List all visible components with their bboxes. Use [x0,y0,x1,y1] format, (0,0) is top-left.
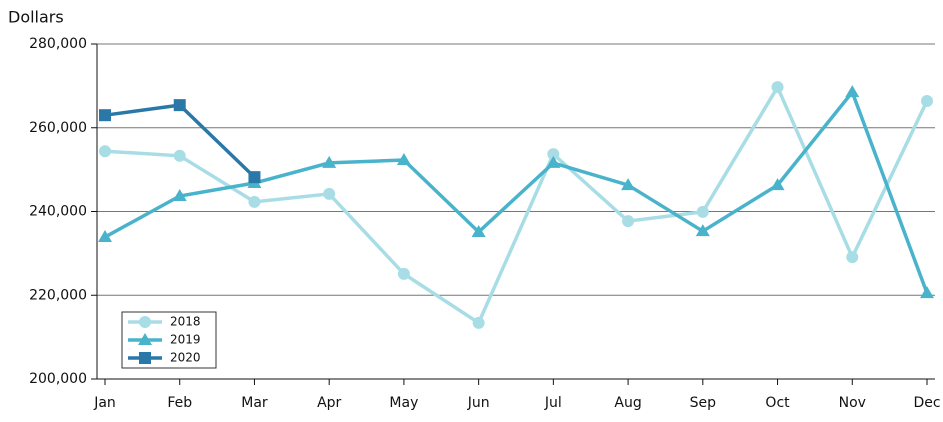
marker [98,230,112,243]
marker [139,352,151,364]
marker [770,178,785,191]
legend-label: 2020 [170,351,201,365]
marker [845,85,860,98]
marker [138,333,152,345]
marker [139,316,151,328]
line [104,83,929,326]
x-tick-label: Jul [544,395,562,411]
x-tick-label: Dec [913,395,940,411]
x-tick-label: Sep [690,395,717,411]
legend-label: 2018 [170,315,201,329]
x-tick-label: May [389,395,418,411]
x-tick-label: Aug [614,395,641,411]
marker [248,195,261,208]
marker [621,178,636,191]
marker [173,99,186,112]
marker [248,171,261,184]
marker [99,145,111,158]
x-tick-label: Apr [317,395,341,411]
x-tick-label: Jun [467,395,490,411]
x-tick-label: Nov [839,395,866,411]
marker [397,267,410,280]
y-axis-label: Dollars [8,8,64,27]
marker [471,225,486,238]
legend-label: 2019 [170,333,201,347]
x-tick-label: Feb [167,395,192,411]
marker [622,215,635,228]
line [104,103,256,179]
y-tick-label: 220,000 [29,287,87,303]
marker [546,155,561,168]
x-tick-label: Oct [765,395,790,411]
y-tick-label: 260,000 [29,120,87,136]
y-tick-label: 280,000 [29,36,87,52]
marker [99,109,111,122]
marker [396,152,411,165]
marker [771,81,784,94]
marker [472,316,485,329]
y-tick-label: 240,000 [29,204,87,220]
x-tick-label: Mar [241,395,268,411]
marker [172,189,187,202]
marker [323,187,336,200]
line [104,88,929,294]
x-tick-label: Jan [93,395,116,411]
marker [920,286,934,299]
marker [695,224,710,237]
marker [846,251,859,264]
y-tick-label: 200,000 [29,371,87,387]
marker [322,155,337,168]
marker [921,94,933,107]
marker [696,205,709,218]
marker [547,148,560,161]
legend: 2018 2019 2020 [121,311,217,369]
marker [173,149,186,162]
